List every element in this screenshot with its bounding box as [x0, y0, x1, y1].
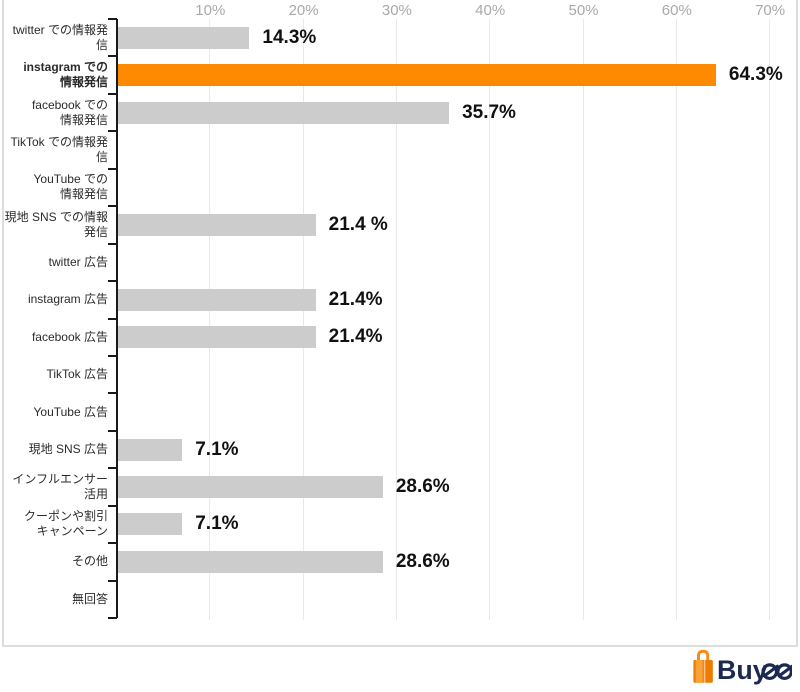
category-label: instagram での 情報発信 [23, 60, 108, 90]
gridline [582, 19, 584, 621]
y-axis-tick [108, 579, 117, 582]
category-label: facebook での 情報発信 [31, 97, 108, 127]
category-label: YouTube での 情報発信 [33, 172, 109, 202]
x-axis-tick-label: 70% [755, 2, 786, 19]
bar [118, 213, 316, 236]
bar [118, 64, 716, 87]
x-axis-tick-label: 50% [568, 2, 599, 19]
chart-container: 10% 20% 30% 40% 50% 60% 70% twitter での情報発信 14.3%… [2, 0, 798, 647]
brand-text: Buy [717, 655, 768, 685]
y-axis-tick [108, 354, 117, 357]
bar [118, 26, 250, 49]
y-axis-tick [108, 55, 117, 58]
y-axis-tick [108, 392, 117, 395]
gridline [209, 19, 211, 621]
y-axis-tick [108, 317, 117, 320]
category-label: クーポンや割引 キャンペーン [23, 509, 108, 539]
plot-area: 10% 20% 30% 40% 50% 60% 70% twitter での情報発信 14.3%… [4, 0, 796, 645]
value-label: 28.6% [395, 476, 450, 497]
bar [118, 101, 450, 124]
x-axis-tick-label: 40% [475, 2, 506, 19]
buyee-logo-svg: Buy [693, 649, 794, 685]
y-axis-tick [108, 130, 117, 133]
gridline [395, 19, 397, 621]
gridline [489, 19, 491, 621]
value-label: 21.4% [328, 288, 383, 310]
y-axis [116, 19, 118, 619]
category-label: 現地 SNS での情報発信 [4, 209, 108, 239]
value-label: 28.6% [395, 550, 450, 572]
value-label: 64.3% [728, 64, 783, 86]
value-label: 21.4 % [328, 213, 388, 235]
y-axis-tick [108, 18, 117, 20]
value-label: 14.3% [262, 26, 317, 48]
category-label: その他 [71, 554, 108, 569]
bar [118, 476, 383, 498]
category-label: twitter での情報発信 [12, 22, 108, 52]
value-label: 21.4% [328, 326, 383, 348]
y-axis-tick [108, 467, 117, 470]
buyee-logo: Buy [692, 648, 794, 686]
bar [118, 513, 183, 536]
gridline [769, 19, 771, 621]
category-label: instagram 広告 [27, 292, 108, 307]
shopping-bag-icon [693, 649, 713, 683]
stylized-e-icon [776, 663, 794, 680]
y-axis-tick [108, 542, 117, 545]
gridline [675, 19, 677, 621]
gridline [302, 19, 304, 621]
bar [118, 326, 316, 349]
x-axis-tick-label: 30% [381, 2, 412, 19]
y-axis-tick [108, 242, 117, 245]
y-axis-tick [108, 504, 117, 507]
category-label: TikTok での情報発信 [10, 135, 108, 165]
x-axis-tick-label: 20% [288, 2, 319, 19]
value-label: 35.7% [462, 101, 516, 123]
bar [118, 550, 383, 573]
value-label: 7.1% [195, 513, 239, 535]
category-label: facebook 広告 [31, 329, 108, 344]
y-axis-tick [108, 429, 117, 432]
y-axis-tick [108, 205, 117, 208]
category-label: twitter 広告 [48, 254, 108, 269]
x-axis-tick-label: 60% [661, 2, 692, 19]
category-label: インフルエンサー活用 [12, 471, 108, 501]
bar [118, 438, 183, 461]
category-label: 無回答 [71, 591, 108, 606]
category-label: 現地 SNS 広告 [28, 442, 108, 457]
category-label: YouTube 広告 [33, 404, 109, 419]
x-axis-tick-label: 10% [195, 2, 226, 19]
y-axis-tick [108, 617, 117, 620]
bar [118, 288, 316, 311]
value-label: 7.1% [195, 438, 239, 460]
y-axis-tick [108, 167, 117, 170]
category-label: TikTok 広告 [46, 367, 108, 382]
y-axis-tick [108, 92, 117, 95]
y-axis-tick [108, 280, 117, 283]
